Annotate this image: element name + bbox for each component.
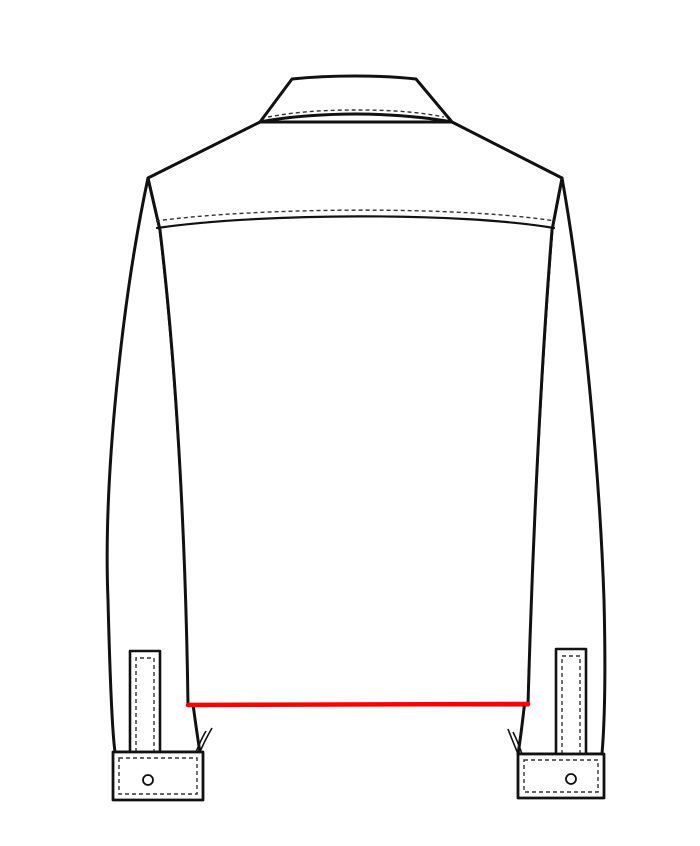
- back-yoke-stitching: [155, 209, 556, 222]
- right-cuff: [516, 752, 606, 800]
- right-sleeve-vent-inner: [512, 731, 523, 755]
- left-sleeve-vent: [199, 727, 213, 753]
- collar: [258, 74, 454, 124]
- left-cuff-stitching: [118, 757, 198, 795]
- collar-stitching: [267, 109, 445, 118]
- back-yoke-seam: [155, 215, 556, 230]
- right-sleeve-vent: [507, 728, 519, 755]
- left-sleeve-vent-inner: [195, 730, 207, 753]
- left-sleeve-placket: [128, 649, 162, 754]
- right-placket-stitching: [561, 655, 581, 754]
- left-cuff-button: [142, 774, 154, 786]
- right-sleeve-placket: [554, 647, 588, 756]
- right-cuff-stitching: [523, 759, 599, 793]
- left-cuff: [111, 750, 205, 802]
- right-cuff-button: [565, 773, 577, 785]
- hem-width-line: [185, 701, 531, 708]
